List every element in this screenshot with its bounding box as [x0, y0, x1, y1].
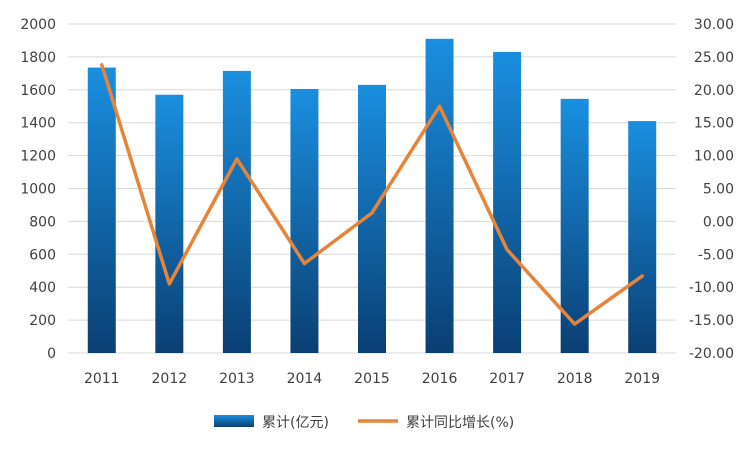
- bar-2014: [290, 88, 319, 353]
- left-tick-label: 2000: [20, 17, 56, 33]
- growth-point-2013: [235, 157, 239, 161]
- right-tick-label: -10.00: [689, 280, 734, 296]
- left-tick-label: 400: [29, 280, 56, 296]
- left-tick-label: 0: [47, 346, 56, 362]
- right-tick-label: -20.00: [689, 346, 734, 362]
- x-tick-label: 2012: [152, 371, 188, 387]
- growth-point-2011: [100, 63, 104, 67]
- x-tick-label: 2019: [624, 371, 660, 387]
- bar-2017: [493, 51, 522, 354]
- bar-2013: [222, 70, 251, 353]
- legend-line-label: 累计同比增长(%): [406, 415, 514, 431]
- left-tick-label: 200: [29, 313, 56, 329]
- left-tick-label: 800: [29, 214, 56, 230]
- legend-bar-label: 累计(亿元): [262, 415, 329, 431]
- left-tick-label: 600: [29, 247, 56, 263]
- bar-2018: [560, 98, 589, 353]
- right-tick-label: 10.00: [694, 149, 734, 165]
- right-tick-label: 20.00: [694, 83, 734, 99]
- x-tick-label: 2015: [354, 371, 390, 387]
- bar-2016: [425, 38, 454, 354]
- growth-point-2018: [573, 322, 577, 326]
- bar-2011: [87, 67, 116, 353]
- left-tick-label: 1200: [20, 149, 56, 165]
- left-tick-label: 1800: [20, 50, 56, 66]
- right-tick-label: -5.00: [698, 247, 734, 263]
- right-tick-label: 0.00: [703, 214, 734, 230]
- growth-point-2019: [640, 274, 644, 278]
- growth-point-2015: [370, 211, 374, 215]
- growth-point-2014: [302, 262, 306, 266]
- growth-point-2016: [438, 104, 442, 108]
- x-tick-label: 2017: [489, 371, 525, 387]
- x-tick-label: 2018: [557, 371, 593, 387]
- legend: 累计(亿元) 累计同比增长(%): [214, 415, 514, 431]
- right-tick-label: -15.00: [689, 313, 734, 329]
- line-series: [100, 63, 644, 326]
- left-tick-label: 1600: [20, 83, 56, 99]
- right-tick-label: 5.00: [703, 182, 734, 198]
- right-tick-label: 25.00: [694, 50, 734, 66]
- growth-point-2012: [167, 282, 171, 286]
- x-axis-tick-labels: 2011 2012 2013 2014 2015 2016 2017 2018 2019: [84, 371, 660, 387]
- bar-series: [87, 38, 657, 354]
- x-tick-label: 2013: [219, 371, 255, 387]
- bar-2012: [155, 94, 184, 354]
- legend-bar-swatch: [214, 415, 254, 427]
- bar-2019: [628, 121, 657, 354]
- right-tick-label: 30.00: [694, 17, 734, 33]
- left-tick-label: 1000: [20, 182, 56, 198]
- left-tick-label: 1400: [20, 116, 56, 132]
- x-tick-label: 2014: [287, 371, 323, 387]
- right-axis-tick-labels: -20.00 -15.00 -10.00 -5.00 0.00 5.00 10.00 15.0…: [689, 17, 734, 362]
- left-axis-tick-labels: 0 200 400 600 800 1000 1200 1400 1600 1800 2000: [20, 17, 56, 362]
- right-tick-label: 15.00: [694, 116, 734, 132]
- growth-point-2017: [505, 248, 509, 252]
- x-tick-label: 2011: [84, 371, 120, 387]
- x-tick-label: 2016: [422, 371, 458, 387]
